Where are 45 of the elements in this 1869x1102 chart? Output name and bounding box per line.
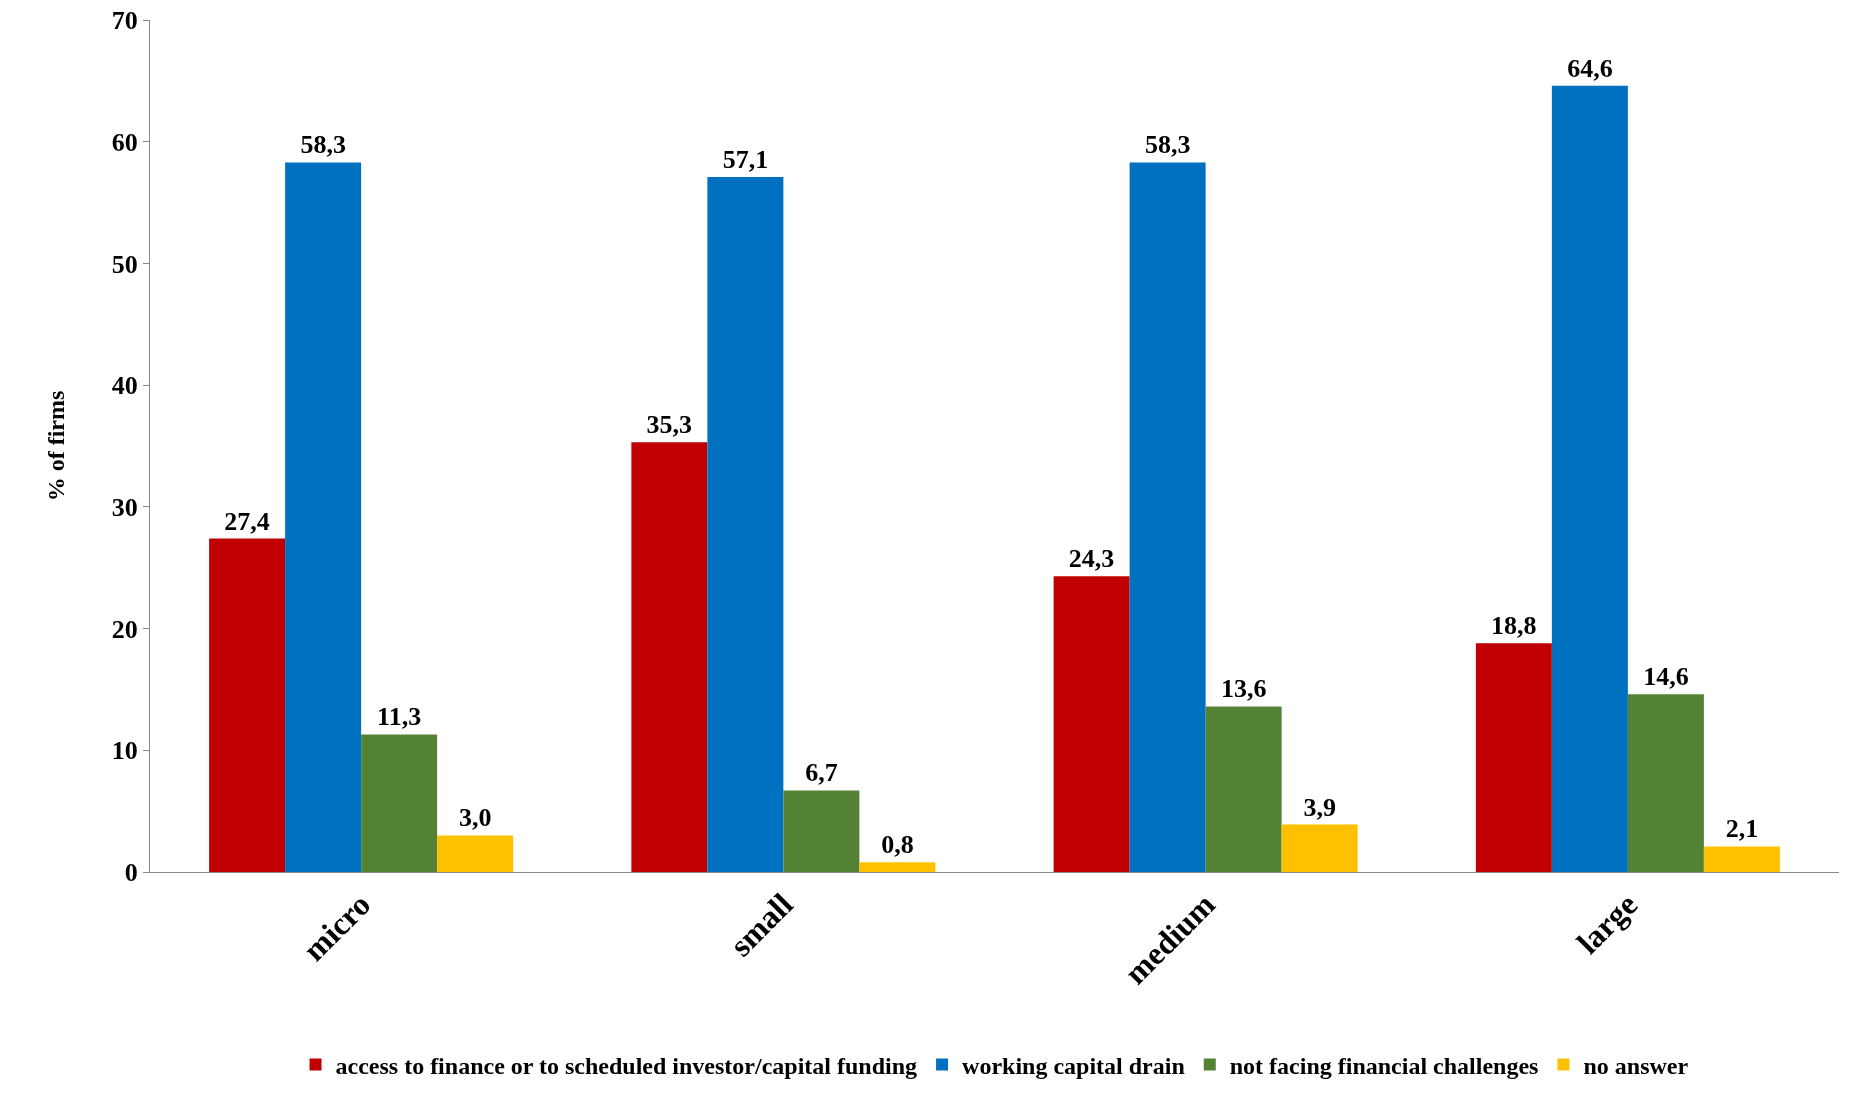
bar bbox=[361, 734, 438, 872]
bar bbox=[1129, 162, 1206, 872]
data-label: 35,3 bbox=[646, 410, 693, 440]
legend-label: working capital drain bbox=[962, 1052, 1185, 1079]
legend-label: access to finance or to scheduled investor/capital funding bbox=[335, 1052, 918, 1079]
bar bbox=[707, 177, 784, 872]
data-label: 24,3 bbox=[1068, 544, 1115, 574]
data-label: 13,6 bbox=[1220, 674, 1267, 704]
bar bbox=[1475, 643, 1552, 872]
y-tick-label: 30 bbox=[111, 492, 138, 522]
y-tick-label: 0 bbox=[124, 858, 138, 888]
data-label: 57,1 bbox=[722, 145, 769, 175]
data-label: 27,4 bbox=[224, 506, 270, 536]
legend-label: no answer bbox=[1583, 1052, 1689, 1079]
y-tick-label: 20 bbox=[111, 614, 138, 644]
bar bbox=[631, 442, 708, 872]
data-label: 6,7 bbox=[805, 758, 838, 788]
bar bbox=[437, 835, 514, 872]
data-label: 58,3 bbox=[1144, 130, 1191, 160]
data-label: 18,8 bbox=[1491, 611, 1537, 641]
bar bbox=[1053, 576, 1130, 872]
data-label: 64,6 bbox=[1567, 53, 1613, 83]
bar bbox=[783, 790, 860, 872]
data-label: 14,6 bbox=[1643, 662, 1689, 692]
y-axis-title: % of firms bbox=[42, 390, 69, 502]
bar bbox=[1703, 846, 1780, 872]
legend-label: not facing financial challenges bbox=[1229, 1052, 1539, 1079]
y-tick-label: 70 bbox=[111, 6, 138, 36]
data-label: 3,0 bbox=[458, 803, 492, 833]
bar bbox=[1281, 824, 1358, 872]
data-label: 58,3 bbox=[300, 130, 346, 160]
bar bbox=[859, 862, 936, 872]
y-tick-label: 50 bbox=[111, 249, 138, 279]
y-tick-label: 10 bbox=[111, 736, 138, 766]
data-label: 11,3 bbox=[377, 702, 422, 732]
bar bbox=[209, 538, 286, 872]
y-tick-label: 60 bbox=[111, 127, 138, 157]
bar bbox=[285, 162, 362, 872]
data-label: 0,8 bbox=[881, 830, 914, 860]
bar bbox=[1205, 706, 1282, 872]
bar bbox=[1627, 694, 1704, 872]
data-label: 3,9 bbox=[1303, 792, 1336, 822]
bar bbox=[1551, 85, 1628, 872]
y-tick-label: 40 bbox=[111, 371, 138, 401]
data-label: 2,1 bbox=[1725, 814, 1759, 844]
